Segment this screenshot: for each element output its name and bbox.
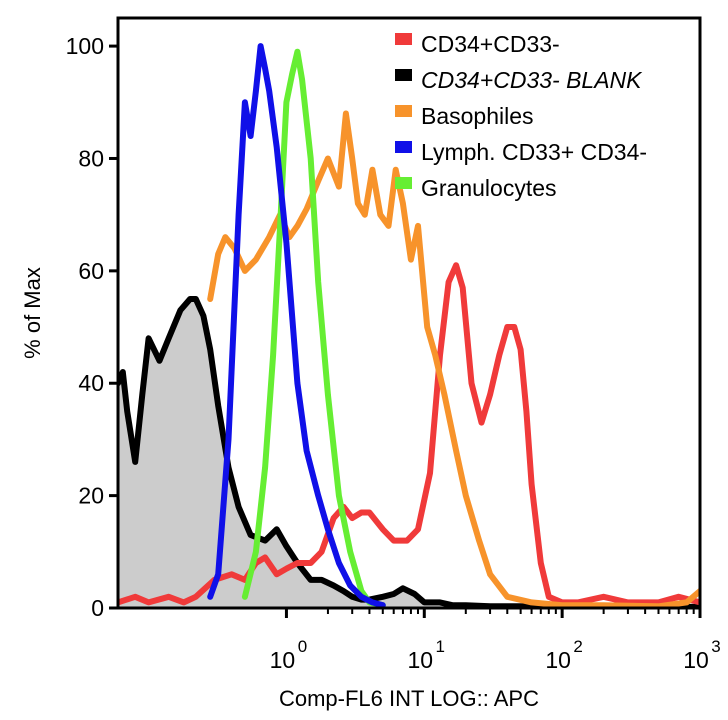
legend-label: Lymph. CD33+ CD34- xyxy=(421,139,647,165)
y-tick-label: 0 xyxy=(91,595,104,621)
legend-swatch xyxy=(395,33,412,45)
y-tick-label: 60 xyxy=(78,258,104,284)
legend-swatch xyxy=(395,69,412,81)
legend-label: CD34+CD33- xyxy=(421,31,560,57)
y-tick-label: 40 xyxy=(78,370,104,396)
y-tick-label: 100 xyxy=(66,33,104,59)
plot-area xyxy=(118,43,700,608)
x-axis-title: Comp-FL6 INT LOG:: APC xyxy=(279,686,539,711)
series-line-lymph-cd33-cd34 xyxy=(207,43,386,608)
x-tick-exponent: 1 xyxy=(436,637,445,656)
legend-swatch xyxy=(395,141,412,153)
plot-frame xyxy=(116,16,702,610)
y-tick-label: 80 xyxy=(78,145,104,171)
x-tick-base: 10 xyxy=(407,647,433,673)
x-tick-exponent: 3 xyxy=(711,637,720,656)
legend-label: CD34+CD33- BLANK xyxy=(421,67,643,93)
series-line-cd34-cd33-blank xyxy=(118,296,700,608)
legend: CD34+CD33- CD34+CD33- BLANK Basophiles Lymp… xyxy=(395,31,647,201)
x-tick-base: 10 xyxy=(545,647,571,673)
x-tick-exponent: 2 xyxy=(573,637,582,656)
legend-swatch xyxy=(395,105,412,117)
legend-swatch xyxy=(395,177,412,189)
x-tick-exponent: 0 xyxy=(298,637,307,656)
y-tick-label: 20 xyxy=(78,483,104,509)
series-line-cd34-cd33 xyxy=(118,262,700,606)
series-line-basophiles xyxy=(207,110,700,608)
y-axis-title: % of Max xyxy=(20,267,45,359)
legend-label: Granulocytes xyxy=(421,175,557,201)
legend-label: Basophiles xyxy=(421,103,534,129)
x-tick-base: 10 xyxy=(270,647,296,673)
series-line-granulocytes xyxy=(241,48,386,608)
x-tick-base: 10 xyxy=(683,647,709,673)
series-fill-cd34-cd33-blank xyxy=(118,299,700,608)
